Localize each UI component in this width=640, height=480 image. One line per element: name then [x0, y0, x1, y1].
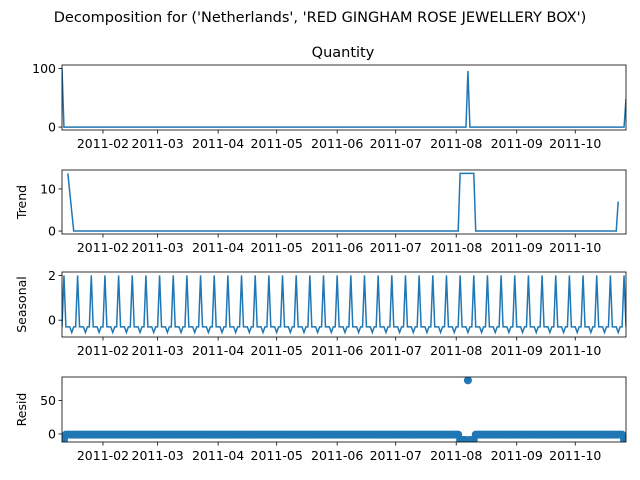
- x-tick-label: 2011-08: [430, 136, 482, 151]
- x-tick-label: 2011-09: [491, 136, 543, 151]
- x-tick-label: 2011-04: [192, 343, 244, 358]
- y-tick-label: 0: [48, 224, 56, 239]
- y-tick-label: 0: [48, 313, 56, 328]
- x-tick-label: 2011-07: [370, 343, 422, 358]
- panel-trend-ylabel: Trend: [14, 185, 29, 220]
- x-tick-label: 2011-09: [491, 240, 543, 255]
- x-tick-label: 2011-02: [77, 240, 129, 255]
- panel-resid-ylabel: Resid: [14, 393, 29, 427]
- resid-point: [463, 377, 472, 385]
- panel-seasonal: 0 2 2011-02 2011-03 2011-04 2011-05 2011-06 201…: [14, 268, 627, 358]
- panel-trend: 0 10 2011-02 2011-03 2011-04 2011-05 2011-06 20…: [14, 169, 627, 255]
- panel-trend-frame: [61, 169, 627, 235]
- x-tick-label: 2011-10: [549, 343, 601, 358]
- series-line-seasonal: [62, 275, 626, 335]
- panel-quantity-data: [62, 68, 626, 128]
- panel-trend-data: [67, 172, 619, 232]
- x-tick-label: 2011-06: [311, 343, 363, 358]
- x-tick-label: 2011-04: [192, 448, 244, 463]
- x-tick-label: 2011-02: [77, 448, 129, 463]
- x-tick-label: 2011-07: [370, 136, 422, 151]
- panel-seasonal-ylabel: Seasonal: [14, 276, 29, 333]
- x-tick-label: 2011-05: [251, 448, 303, 463]
- x-tick-label: 2011-05: [251, 240, 303, 255]
- x-tick-label: 2011-03: [132, 240, 184, 255]
- x-tick-label: 2011-04: [192, 240, 244, 255]
- x-tick-label: 2011-08: [430, 343, 482, 358]
- x-tick-label: 2011-08: [430, 240, 482, 255]
- panel-seasonal-data: [62, 275, 626, 335]
- panel-quantity-frame: [61, 64, 627, 131]
- series-line-trend: [67, 172, 619, 232]
- figure-suptitle: Decomposition for ('Netherlands', 'RED G…: [54, 10, 587, 26]
- x-tick-label: 2011-09: [491, 343, 543, 358]
- x-tick-label: 2011-02: [77, 343, 129, 358]
- y-tick-label: 0: [48, 426, 56, 441]
- y-tick-label: 50: [40, 393, 56, 408]
- x-tick-label: 2011-07: [370, 240, 422, 255]
- x-tick-label: 2011-06: [311, 448, 363, 463]
- x-tick-label: 2011-09: [491, 448, 543, 463]
- x-tick-label: 2011-10: [549, 240, 601, 255]
- x-tick-label: 2011-10: [549, 448, 601, 463]
- x-tick-label: 2011-03: [132, 343, 184, 358]
- x-tick-label: 2011-08: [430, 448, 482, 463]
- panel-quantity-title: Quantity: [312, 45, 375, 61]
- panel-resid: 0 50 2011-02 2011-03 2011-04 2011-05 2011-06 20…: [14, 376, 627, 463]
- panel-quantity: 0 100 2011-02 2011-03 2011-04 2011-05 2011-06 2…: [32, 61, 627, 151]
- x-tick-label: 2011-07: [370, 448, 422, 463]
- panel-seasonal-frame: [61, 271, 627, 338]
- x-tick-label: 2011-03: [132, 448, 184, 463]
- x-tick-label: 2011-05: [251, 136, 303, 151]
- series-line-quantity: [62, 68, 626, 128]
- x-tick-label: 2011-06: [311, 240, 363, 255]
- panel-resid-frame: [61, 376, 627, 443]
- x-tick-label: 2011-03: [132, 136, 184, 151]
- panel-resid-data: [62, 377, 626, 442]
- y-tick-label: 10: [40, 181, 56, 196]
- resid-point: [622, 435, 626, 442]
- x-tick-label: 2011-04: [192, 136, 244, 151]
- y-tick-label: 100: [32, 61, 56, 76]
- x-tick-label: 2011-02: [77, 136, 129, 151]
- x-tick-label: 2011-06: [311, 136, 363, 151]
- x-tick-label: 2011-05: [251, 343, 303, 358]
- y-tick-label: 0: [48, 120, 56, 135]
- x-tick-label: 2011-10: [549, 136, 601, 151]
- y-tick-label: 2: [48, 268, 56, 283]
